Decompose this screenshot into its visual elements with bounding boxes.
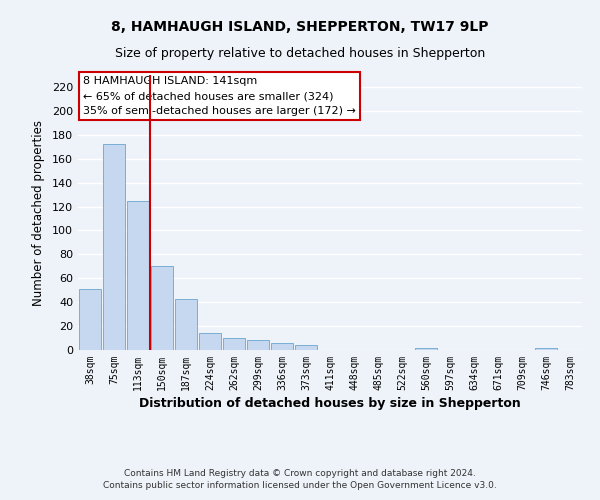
- Bar: [223, 338, 245, 350]
- Bar: [151, 266, 173, 350]
- Y-axis label: Number of detached properties: Number of detached properties: [32, 120, 45, 306]
- Bar: [295, 345, 317, 350]
- Text: Size of property relative to detached houses in Shepperton: Size of property relative to detached ho…: [115, 48, 485, 60]
- Bar: [103, 144, 125, 350]
- Text: 8 HAMHAUGH ISLAND: 141sqm
← 65% of detached houses are smaller (324)
35% of semi: 8 HAMHAUGH ISLAND: 141sqm ← 65% of detac…: [83, 76, 356, 116]
- Bar: [247, 340, 269, 350]
- Bar: [175, 298, 197, 350]
- Bar: [127, 200, 149, 350]
- Text: Contains HM Land Registry data © Crown copyright and database right 2024.
Contai: Contains HM Land Registry data © Crown c…: [103, 468, 497, 490]
- Bar: [271, 343, 293, 350]
- Bar: [199, 334, 221, 350]
- Bar: [79, 289, 101, 350]
- X-axis label: Distribution of detached houses by size in Shepperton: Distribution of detached houses by size …: [139, 397, 521, 410]
- Text: 8, HAMHAUGH ISLAND, SHEPPERTON, TW17 9LP: 8, HAMHAUGH ISLAND, SHEPPERTON, TW17 9LP: [111, 20, 489, 34]
- Bar: [415, 348, 437, 350]
- Bar: [535, 348, 557, 350]
